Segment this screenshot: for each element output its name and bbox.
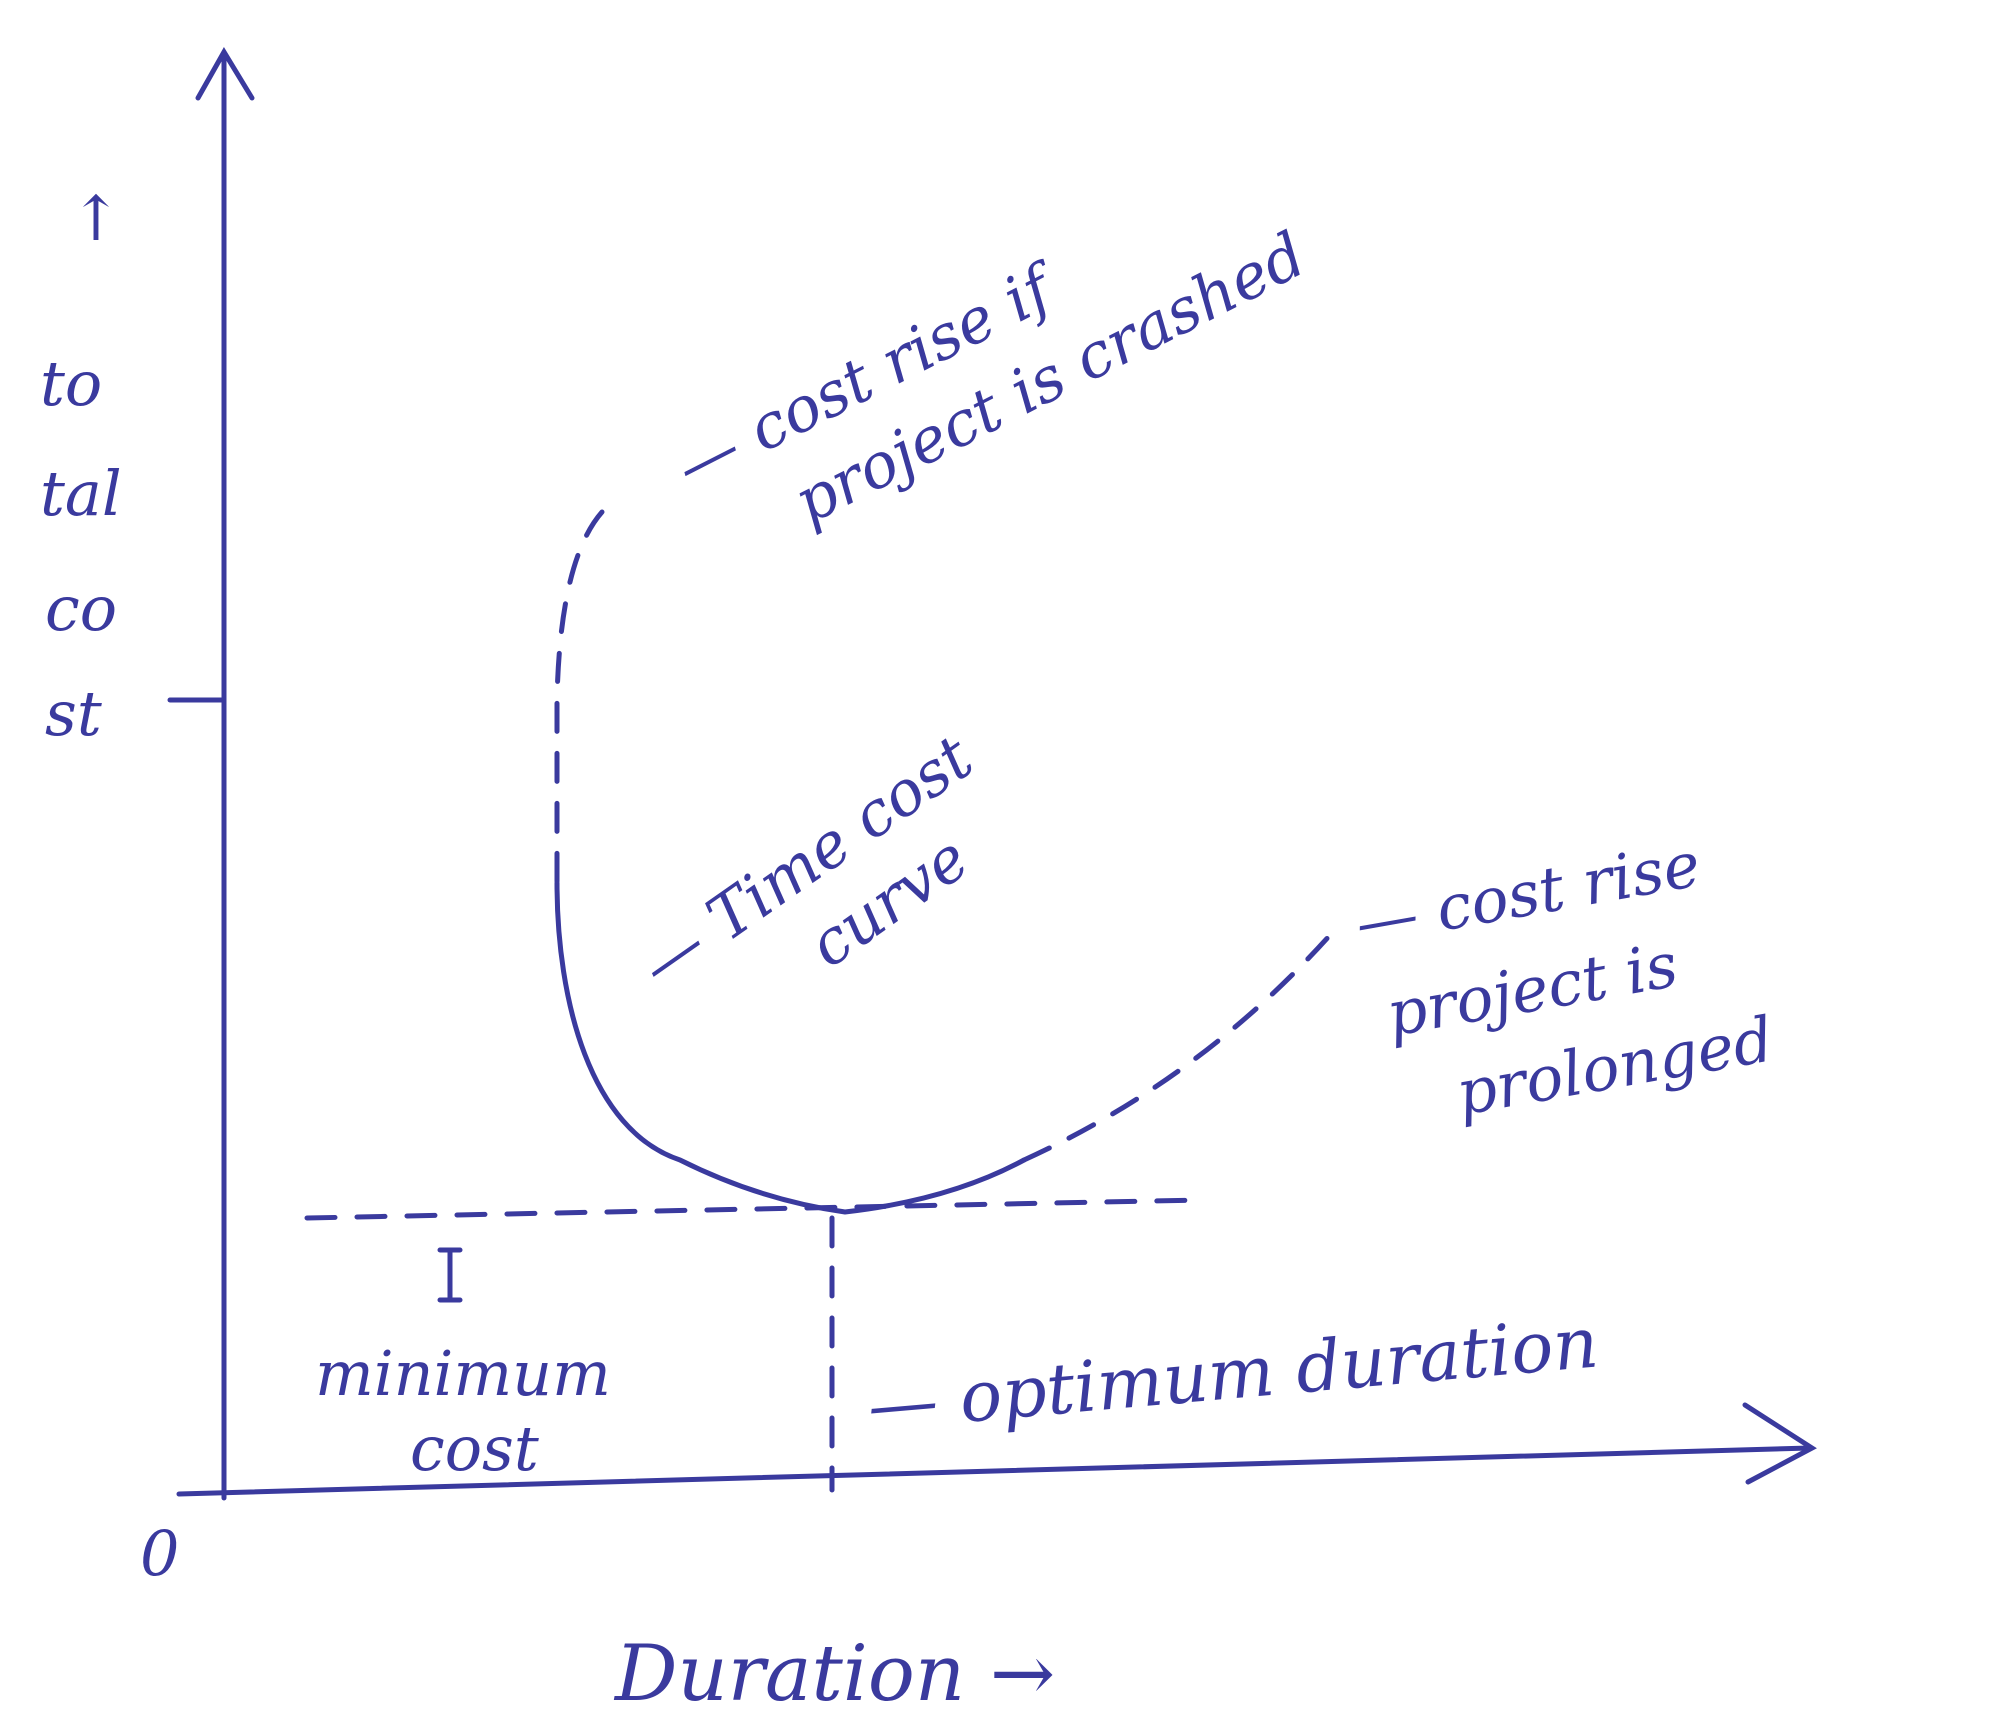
y-arrow: ↑ bbox=[70, 182, 122, 255]
diagram: ↑ to tal co st 0 Duration → — cost rise … bbox=[0, 0, 2007, 1729]
minimum-label: cost bbox=[410, 1412, 539, 1485]
x-label: Duration → bbox=[613, 1629, 1055, 1719]
y-label: tal bbox=[40, 457, 122, 530]
origin-label: 0 bbox=[140, 1517, 179, 1590]
y-label: co bbox=[45, 572, 117, 645]
y-label: st bbox=[45, 677, 102, 750]
minimum-label: minimum bbox=[315, 1337, 611, 1410]
y-label: to bbox=[40, 347, 102, 420]
